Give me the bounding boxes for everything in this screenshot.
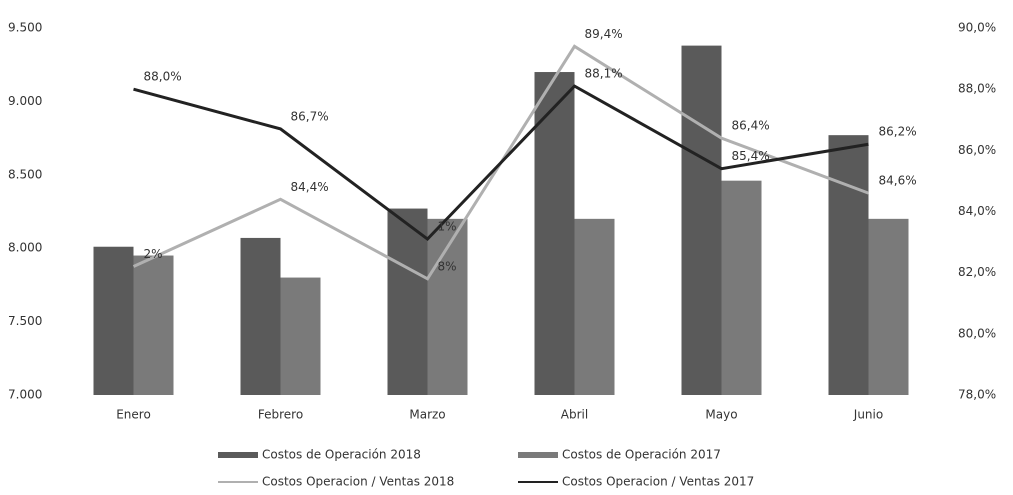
x-tick-label: Febrero bbox=[258, 408, 303, 422]
bar bbox=[721, 180, 762, 395]
data-label: 86,4% bbox=[732, 119, 770, 133]
line bbox=[133, 84, 869, 242]
y-tick-label: 8.500 bbox=[8, 167, 42, 181]
y2-tick-label: 90,0% bbox=[958, 21, 996, 35]
bar bbox=[240, 237, 281, 395]
x-tick-label: Marzo bbox=[409, 408, 445, 422]
y2-tick-label: 82,0% bbox=[958, 265, 996, 279]
data-label: 88,0% bbox=[144, 70, 182, 84]
bar bbox=[681, 45, 722, 396]
bar bbox=[133, 255, 174, 395]
y2-tick-label: 86,0% bbox=[958, 143, 996, 157]
bar bbox=[534, 72, 575, 395]
legend-label: Costos de Operación 2017 bbox=[562, 448, 721, 462]
data-label: 84,4% bbox=[291, 180, 329, 194]
y2-tick-label: 88,0% bbox=[958, 82, 996, 96]
data-label: 8% bbox=[438, 259, 457, 273]
bar bbox=[868, 218, 909, 395]
data-label: 86,7% bbox=[291, 109, 329, 123]
y-tick-label: 7.000 bbox=[8, 388, 42, 402]
y2-tick-label: 84,0% bbox=[958, 204, 996, 218]
data-label: 88,1% bbox=[585, 67, 623, 81]
x-tick-label: Enero bbox=[116, 408, 151, 422]
data-label: 1% bbox=[438, 220, 457, 234]
x-tick-label: Mayo bbox=[705, 408, 737, 422]
data-label: 86,2% bbox=[879, 125, 917, 139]
bar bbox=[93, 246, 134, 395]
data-label: 84,6% bbox=[879, 174, 917, 188]
y2-tick-label: 78,0% bbox=[958, 388, 996, 402]
y-tick-label: 8.000 bbox=[8, 241, 42, 255]
bar bbox=[574, 218, 615, 395]
y-tick-label: 9.500 bbox=[8, 21, 42, 35]
data-label: 89,4% bbox=[585, 27, 623, 41]
legend-swatch bbox=[218, 452, 258, 458]
bar bbox=[828, 135, 869, 395]
y-tick-label: 7.500 bbox=[8, 314, 42, 328]
x-tick-label: Abril bbox=[561, 408, 588, 422]
legend-label: Costos de Operación 2018 bbox=[262, 448, 421, 462]
y-tick-label: 9.000 bbox=[8, 94, 42, 108]
data-label: 85,4% bbox=[732, 149, 770, 163]
y2-tick-label: 80,0% bbox=[958, 326, 996, 340]
legend-label: Costos Operacion / Ventas 2018 bbox=[262, 475, 454, 489]
x-tick-label: Junio bbox=[853, 408, 883, 422]
data-label: 2% bbox=[144, 247, 163, 261]
legend-swatch bbox=[518, 452, 558, 458]
legend-label: Costos Operacion / Ventas 2017 bbox=[562, 475, 754, 489]
bar bbox=[387, 208, 428, 395]
bar bbox=[280, 277, 321, 395]
